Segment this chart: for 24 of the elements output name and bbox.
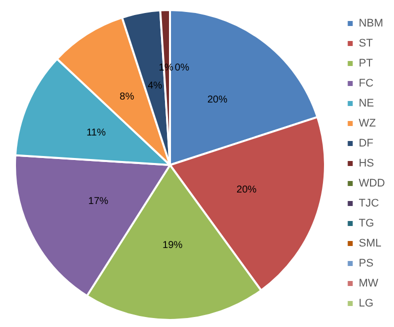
- legend-label: DF: [358, 138, 374, 150]
- legend-label: LG: [358, 298, 374, 310]
- data-label: 11%: [86, 128, 106, 139]
- legend-label: MW: [358, 278, 379, 290]
- text: 0%: [174, 62, 190, 74]
- legend-label: TJC: [358, 198, 379, 210]
- legend-label: FC: [358, 78, 374, 90]
- legend-label: NE: [358, 98, 374, 110]
- legend-label: PT: [358, 58, 374, 70]
- legend-label: HS: [358, 158, 374, 170]
- legend-label: WDD: [358, 178, 386, 190]
- data-label: 20%: [236, 184, 257, 196]
- data-label: 19%: [162, 240, 183, 251]
- data-label: 17%: [88, 196, 108, 208]
- legend-label: NBM: [358, 18, 384, 30]
- legend-label: SML: [358, 238, 382, 250]
- legend-label: TG: [358, 218, 374, 230]
- legend-label: ST: [358, 38, 374, 50]
- data-label: 20%: [207, 94, 228, 106]
- data-label: 8%: [120, 92, 134, 103]
- data-label: 1%: [158, 62, 174, 74]
- legend-label: PS: [358, 258, 374, 270]
- data-label: 4%: [148, 80, 162, 92]
- legend-label: WZ: [358, 118, 376, 130]
